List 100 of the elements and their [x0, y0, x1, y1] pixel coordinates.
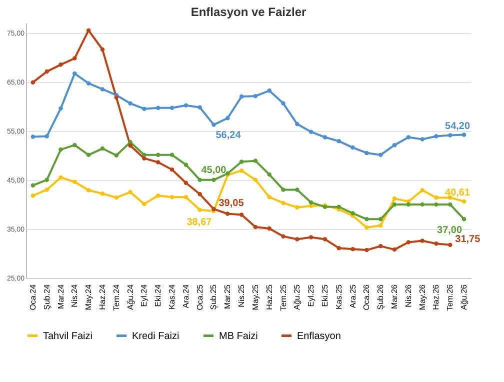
point — [406, 240, 411, 244]
x-tick-label: Eki.24 — [154, 284, 163, 307]
legend-label: Tahvil Faizi — [43, 330, 92, 342]
point — [406, 135, 411, 140]
point — [434, 195, 438, 200]
point — [267, 172, 272, 177]
point — [100, 146, 105, 151]
point — [420, 188, 424, 192]
x-tick-label: Mar.25 — [223, 284, 232, 309]
point — [212, 122, 216, 127]
x-tick-label: May.26 — [418, 284, 427, 310]
data-label: 38,67 — [186, 216, 212, 228]
x-tick-label: May.25 — [250, 284, 260, 310]
point — [198, 178, 202, 182]
x-tick-label: Kas.25 — [334, 284, 344, 310]
point — [420, 137, 424, 142]
point — [100, 192, 105, 196]
point — [392, 142, 397, 148]
point — [128, 190, 132, 194]
x-tick-label: Şub.26 — [376, 284, 386, 310]
point — [30, 80, 36, 84]
point — [212, 178, 216, 182]
point — [114, 153, 119, 158]
x-tick-label: Eyl.24 — [140, 284, 149, 307]
point — [253, 158, 258, 163]
x-tick-label: Ağu.24 — [126, 284, 135, 310]
point — [198, 105, 202, 110]
point — [142, 152, 146, 158]
x-tick-label: Tem.26 — [446, 284, 455, 311]
point — [156, 160, 160, 164]
point — [364, 217, 369, 222]
point — [44, 134, 49, 138]
point — [420, 238, 424, 243]
point — [378, 217, 383, 222]
point — [462, 132, 466, 137]
point — [434, 242, 438, 246]
point — [100, 87, 105, 92]
point — [58, 147, 63, 152]
x-tick-label: Haz.25 — [264, 284, 274, 310]
point — [86, 81, 91, 86]
point — [58, 175, 63, 180]
point — [142, 202, 146, 206]
point — [184, 180, 188, 185]
point — [336, 204, 342, 210]
point — [364, 225, 369, 230]
point — [156, 106, 160, 110]
x-tick-label: Şub.24 — [42, 284, 52, 310]
point — [336, 139, 342, 144]
x-tick-label: Nis.26 — [404, 284, 413, 308]
point — [322, 135, 328, 140]
point — [239, 94, 244, 99]
point — [267, 194, 272, 200]
point — [72, 56, 77, 60]
point — [295, 205, 300, 210]
point — [72, 142, 77, 148]
point — [128, 143, 132, 148]
point — [44, 178, 49, 182]
point — [114, 95, 119, 100]
x-tick-label: Haz.26 — [432, 284, 441, 310]
point — [253, 178, 258, 182]
point — [295, 122, 300, 126]
point — [308, 235, 314, 240]
data-label: 39,05 — [218, 198, 244, 210]
x-tick-label: Kas.24 — [168, 284, 177, 310]
chart-title: Enflasyon ve Faizler — [190, 5, 307, 19]
x-tick-label: Oca.25 — [195, 284, 204, 310]
point — [448, 242, 452, 248]
point — [281, 188, 286, 192]
x-tick-label: Şub.25 — [209, 284, 218, 310]
point — [295, 188, 300, 192]
point — [239, 212, 244, 217]
point — [448, 202, 452, 207]
data-label: 37,00 — [437, 225, 462, 236]
point — [184, 162, 188, 167]
x-tick-label: Tem.24 — [112, 284, 121, 311]
point — [100, 47, 105, 52]
point — [392, 247, 397, 252]
point — [406, 202, 411, 207]
x-tick-label: Eki.25 — [320, 284, 330, 307]
point — [267, 226, 272, 231]
point — [142, 156, 146, 160]
point — [378, 152, 383, 158]
point — [142, 106, 146, 111]
point — [128, 101, 132, 106]
point — [420, 202, 424, 207]
point — [86, 28, 91, 32]
data-label: 54,20 — [445, 120, 470, 132]
point — [156, 152, 160, 158]
x-tick-label: Ara.25 — [348, 284, 358, 308]
point — [30, 194, 36, 198]
point — [198, 192, 202, 196]
x-tick-label: Oca.26 — [362, 284, 372, 310]
point — [239, 160, 244, 164]
point — [30, 183, 36, 188]
point — [58, 62, 63, 67]
x-tick-label: May.24 — [84, 284, 94, 310]
point — [86, 152, 91, 158]
point — [350, 246, 355, 252]
point — [170, 106, 174, 110]
x-tick-label: Ağu.25 — [292, 284, 302, 310]
